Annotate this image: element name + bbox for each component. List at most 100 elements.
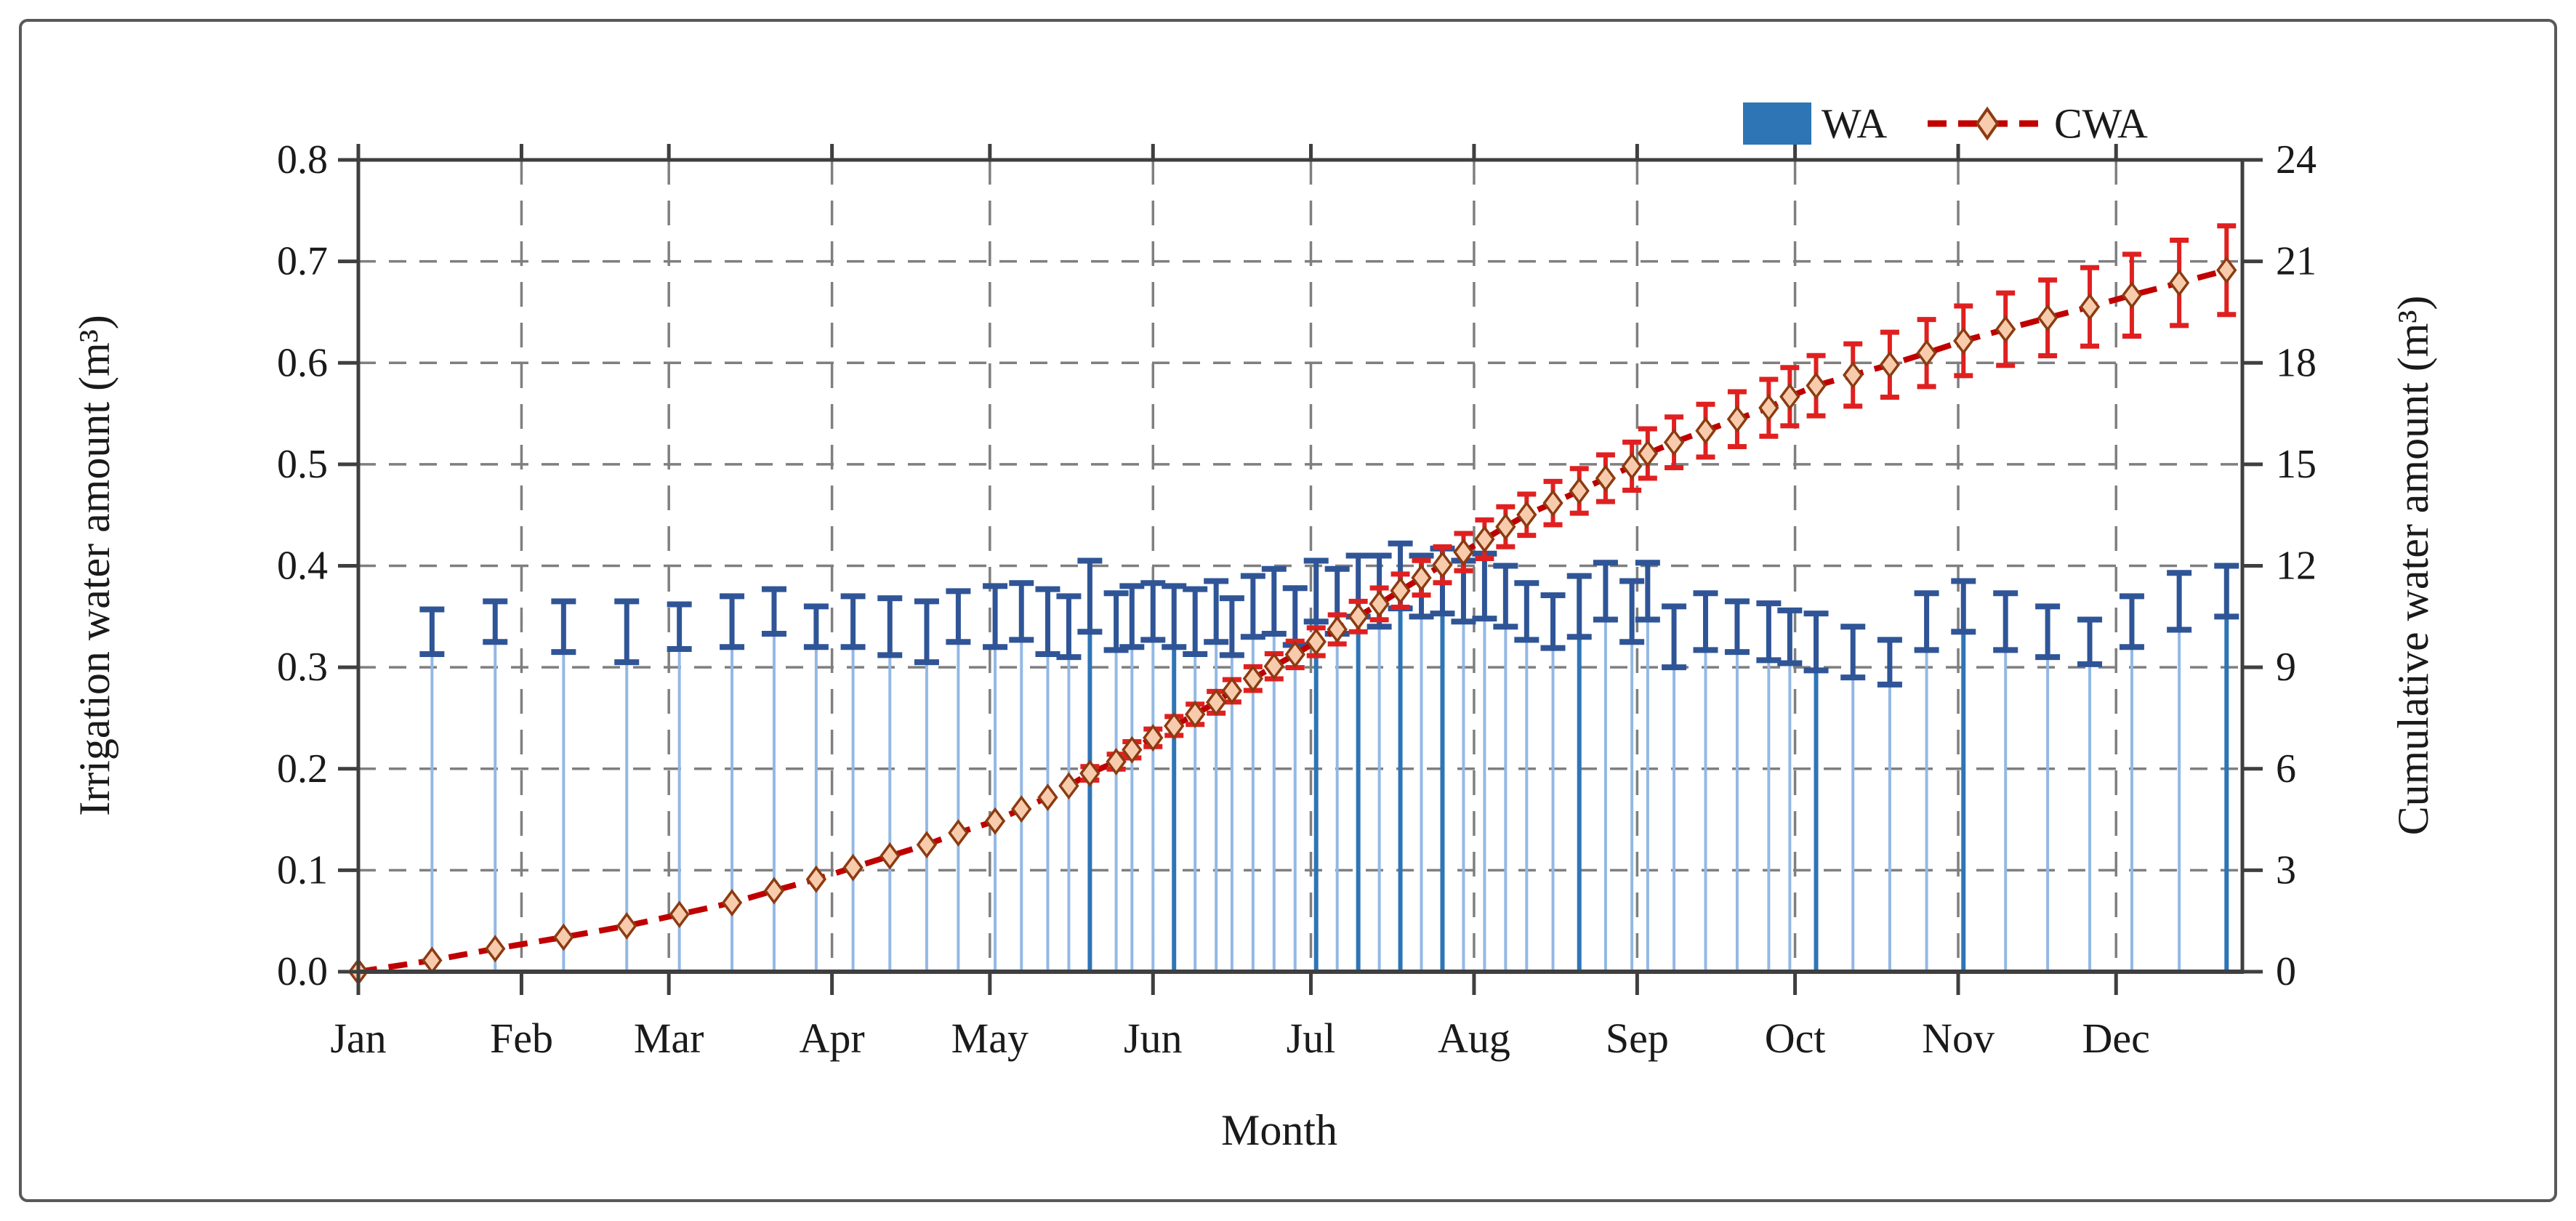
cwa-marker [1122, 736, 1143, 764]
cwa-marker [1327, 616, 1348, 643]
legend-wa-swatch [1743, 102, 1811, 145]
y-left-tick-label: 0.5 [277, 442, 328, 487]
y-right-tick-label: 24 [2276, 137, 2317, 182]
legend: WA CWA [1743, 100, 2148, 148]
cwa-marker [1221, 677, 1243, 705]
x-month-label: Jul [1287, 1015, 1336, 1062]
cwa-marker [1453, 538, 1474, 566]
y-right-tick-label: 9 [2276, 645, 2296, 690]
x-month-label: May [951, 1015, 1029, 1062]
cwa-marker [1695, 416, 1716, 445]
x-month-label: Sep [1606, 1015, 1669, 1062]
cwa-marker [1595, 464, 1617, 492]
cwa-marker [880, 842, 901, 870]
cwa-marker [1495, 512, 1516, 541]
cwa-marker [1953, 327, 1974, 355]
cwa-marker [1432, 551, 1453, 579]
cwa-marker [485, 935, 506, 963]
y-right-tick-label: 12 [2276, 544, 2317, 589]
cwa-marker [2121, 281, 2143, 310]
cwa-marker [1516, 501, 1537, 529]
x-month-label: Mar [634, 1015, 704, 1062]
cwa-marker [1205, 688, 1227, 717]
cwa-marker [1058, 772, 1079, 800]
cwa-marker [1542, 489, 1563, 517]
cwa-marker [1806, 371, 1827, 400]
cwa-marker [1164, 712, 1185, 740]
y-left-tick-label: 0.3 [277, 645, 328, 690]
y-left-tick-label: 0.8 [277, 137, 328, 182]
cwa-marker [2216, 256, 2237, 284]
cwa-marker [805, 865, 827, 893]
x-month-label: Oct [1765, 1015, 1826, 1062]
cwa-marker [1779, 382, 1800, 411]
legend-cwa-marker [1975, 106, 2000, 141]
cwa-marker [1011, 795, 1032, 823]
x-axis-title: Month [1221, 1106, 1337, 1154]
x-month-label: Dec [2082, 1015, 2150, 1062]
cwa-marker [1369, 589, 1390, 618]
cwa-marker [1037, 783, 1058, 811]
figure-border [19, 19, 2557, 1202]
cwa-marker [1843, 361, 1864, 389]
cwa-marker [1758, 394, 1779, 422]
cwa-marker [1621, 452, 1643, 480]
y-right-tick-label: 18 [2276, 340, 2317, 385]
cwa-marker [842, 853, 864, 882]
cwa-marker [2079, 293, 2101, 321]
cwa-marker [1411, 564, 1432, 592]
x-month-label: Jan [330, 1015, 386, 1062]
cwa-marker [669, 900, 690, 929]
cwa-marker [1305, 628, 1327, 656]
legend-cwa-sample [1928, 106, 2047, 141]
x-month-label: Jun [1124, 1015, 1183, 1062]
y-left-tick-label: 0.0 [277, 949, 328, 994]
y-left-tick-label: 0.1 [277, 847, 328, 892]
y-right-tick-label: 15 [2276, 442, 2317, 487]
y-left-tick-label: 0.6 [277, 340, 328, 385]
y-axis-left-title: Irrigation water amount (m³) [71, 315, 118, 815]
cwa-marker [1569, 477, 1590, 505]
cwa-marker [1242, 664, 1264, 693]
cwa-marker [1726, 405, 1748, 433]
x-month-label: Feb [490, 1015, 553, 1062]
legend-wa-label: WA [1822, 100, 1887, 148]
y-left-tick-label: 0.7 [277, 239, 328, 284]
cwa-marker [1106, 748, 1127, 775]
cwa-marker [2037, 304, 2058, 332]
cwa-marker [1995, 315, 2016, 343]
cwa-marker [948, 819, 969, 847]
cwa-marker [1637, 440, 1659, 467]
y-right-tick-label: 6 [2276, 746, 2296, 791]
cwa-marker [1348, 603, 1369, 631]
y-left-tick-label: 0.4 [277, 544, 328, 589]
cwa-marker [616, 912, 637, 940]
y-right-tick-label: 21 [2276, 239, 2317, 284]
x-month-label: Apr [800, 1015, 865, 1062]
cwa-marker [1263, 652, 1284, 680]
cwa-marker [1474, 525, 1495, 553]
cwa-marker [763, 877, 785, 905]
y-right-tick-label: 3 [2276, 847, 2296, 892]
y-axis-right-title: Cumulative water amount (m³) [2389, 296, 2437, 836]
y-right-tick-label: 0 [2276, 949, 2296, 994]
cwa-marker [553, 923, 574, 951]
cwa-marker [1916, 339, 1937, 367]
cwa-marker [1079, 759, 1100, 787]
cwa-marker [1879, 350, 1901, 379]
cwa-marker [984, 807, 1006, 835]
x-month-label: Aug [1438, 1015, 1510, 1062]
plot-area: 0.0 0.1 0.2 0.3 0.4 0.5 0.6 0.7 0.8 0 3 6 9 12 15 18 21 2… [277, 137, 2317, 1062]
cwa-marker [1663, 428, 1685, 456]
cwa-marker [1185, 700, 1206, 728]
cwa-marker [721, 889, 743, 916]
x-month-label: Nov [1922, 1015, 1995, 1062]
cwa-marker [916, 831, 938, 859]
legend-cwa-label: CWA [2054, 100, 2148, 148]
cwa-marker [2168, 269, 2190, 297]
cwa-marker [1284, 640, 1305, 669]
cwa-marker [1390, 576, 1411, 605]
y-left-tick-label: 0.2 [277, 746, 328, 791]
